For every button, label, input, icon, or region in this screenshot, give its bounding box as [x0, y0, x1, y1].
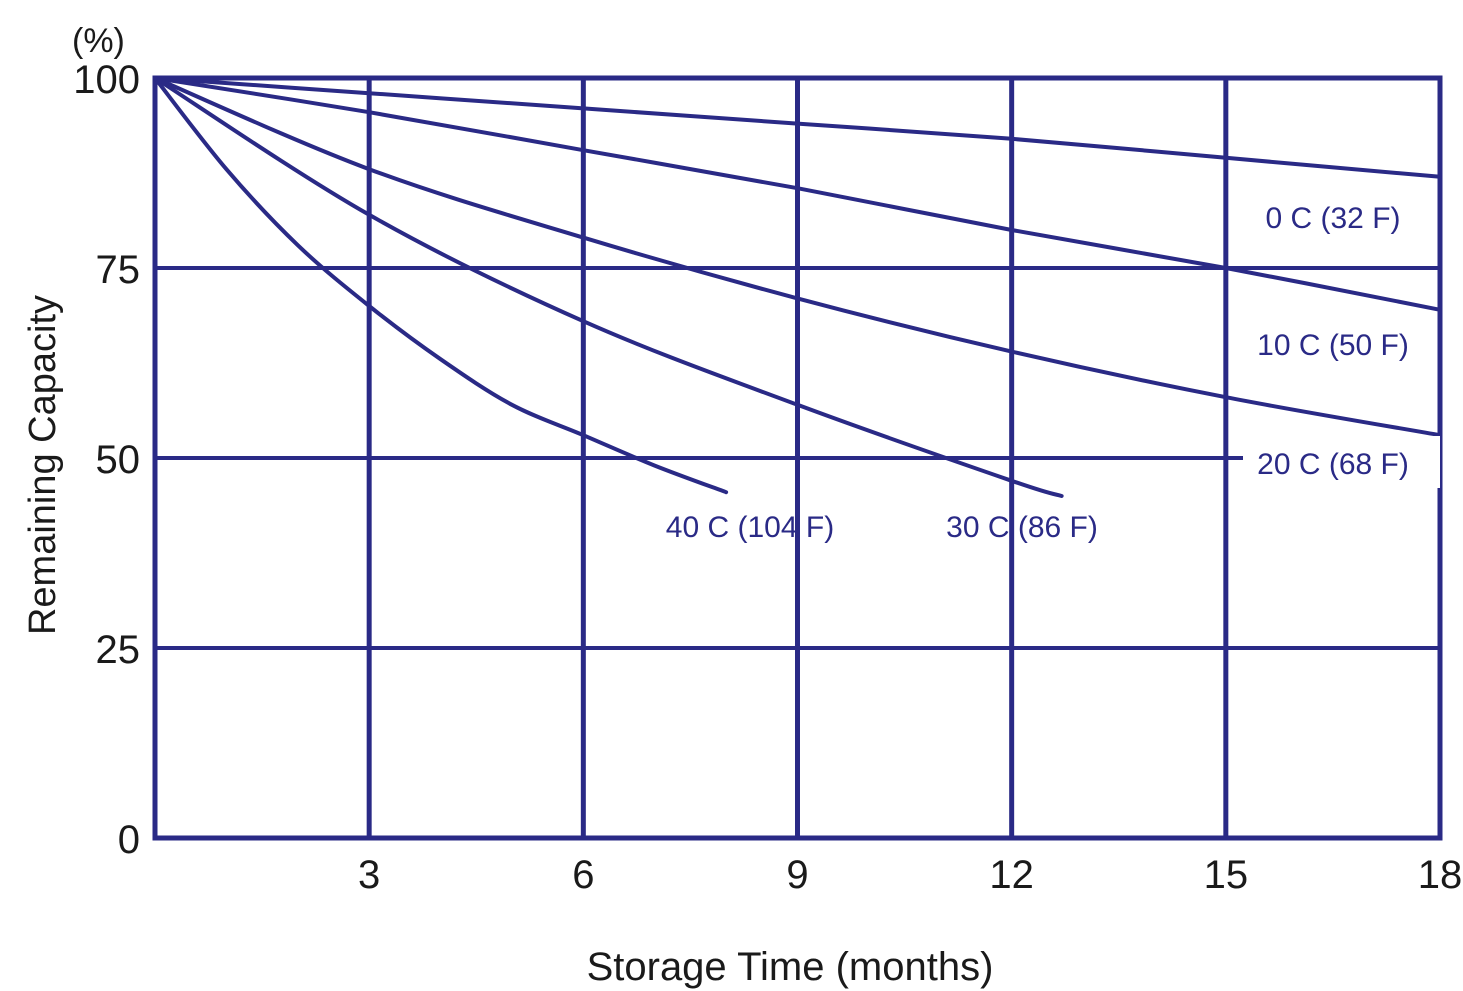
series-label-background [1245, 196, 1425, 242]
y-tick-label: 100 [73, 58, 140, 102]
y-axis-title: Remaining Capacity [22, 295, 64, 635]
series-line-3 [153, 76, 1064, 498]
series-label-4: 40 C (104 F) [666, 511, 834, 544]
x-tick-label: 3 [358, 853, 380, 897]
y-tick-label: 75 [96, 248, 141, 292]
x-tick-label: 9 [786, 853, 808, 897]
series-label-1: 10 C (50 F) [1257, 329, 1409, 362]
series-line-1 [153, 76, 1442, 312]
series-label-3: 30 C (86 F) [946, 511, 1098, 544]
grid-lines [155, 78, 1440, 838]
y-tick-labels: 0 25 50 75 100 [73, 58, 140, 862]
series-labels: 0 C (32 F) 10 C (50 F) 20 C (68 F) 30 C (86… [666, 196, 1440, 544]
x-tick-label: 15 [1204, 853, 1249, 897]
y-tick-label: 50 [96, 438, 141, 482]
series-label-background [1243, 436, 1440, 488]
y-unit-label: (%) [72, 22, 125, 60]
x-tick-labels: 3 6 9 12 15 18 [358, 853, 1462, 897]
y-tick-label: 0 [118, 818, 140, 862]
y-tick-label: 25 [96, 628, 141, 672]
series-lines [153, 76, 1442, 498]
x-tick-label: 6 [572, 853, 594, 897]
series-line-2 [153, 76, 1442, 438]
series-label-0: 0 C (32 F) [1265, 202, 1400, 235]
x-axis-title: Storage Time (months) [587, 945, 994, 989]
series-line-0 [153, 76, 1442, 179]
series-label-background [1240, 315, 1435, 367]
series-line-4 [153, 76, 729, 495]
x-tick-label: 12 [989, 853, 1034, 897]
x-tick-label: 18 [1418, 853, 1463, 897]
series-label-2: 20 C (68 F) [1257, 448, 1409, 481]
